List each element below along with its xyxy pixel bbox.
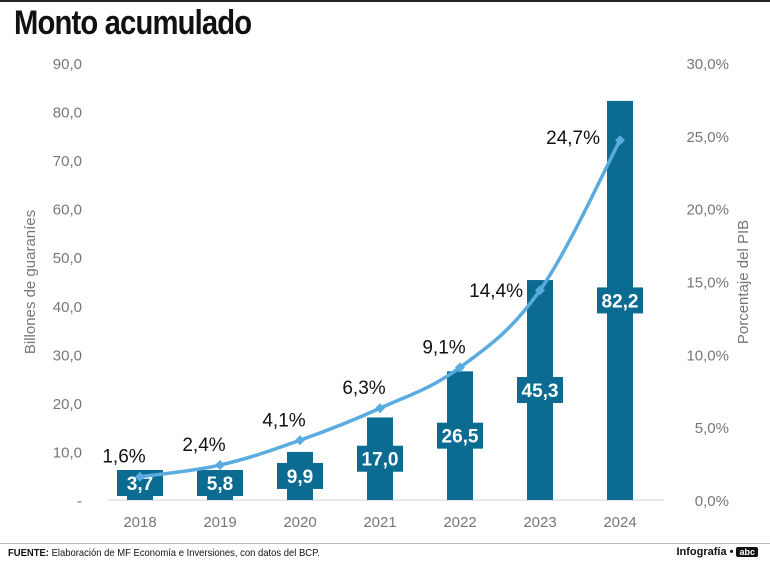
y-left-tick-label: 50,0 [53,250,82,267]
x-tick-label: 2022 [443,514,476,531]
y-left-tick-label: 10,0 [53,444,82,461]
line-point [215,460,225,471]
bar-value-label: 3,7 [127,474,153,495]
line-value-label: 1,6% [102,447,145,468]
y-left-axis-title: Billones de guaraníes [22,210,39,354]
chart-title: Monto acumulado [14,4,252,42]
x-tick-label: 2020 [283,514,316,531]
bar-value-box [437,422,483,449]
line-value-label: 9,1% [422,337,465,358]
line-point [455,362,465,373]
bar-value-box [277,462,323,489]
x-tick-label: 2024 [603,514,636,531]
source-label: FUENTE: [8,547,49,559]
bar-value-label: 26,5 [442,427,479,448]
y-right-tick-label: 5,0% [695,420,729,437]
line-point [295,435,305,446]
y-right-tick-label: 0,0% [695,493,729,510]
y-right-tick-label: 30,0% [686,56,729,73]
y-right-tick-label: 20,0% [686,202,729,219]
bar-value-box [597,287,643,314]
line-value-label: 24,7% [546,128,600,149]
bar-value-label: 9,9 [287,467,313,488]
y-left-tick-label: 20,0 [53,396,82,413]
x-tick-label: 2018 [123,514,156,531]
source-text: Elaboración de MF Economía e Inversiones… [51,547,320,559]
y-right-tick-label: 15,0% [686,275,729,292]
line-point [135,471,145,482]
y-left-tick-label: 80,0 [53,105,82,122]
bar-value-label: 82,2 [602,291,639,312]
line-value-label: 2,4% [182,435,225,456]
line-point [375,403,385,414]
y-right-tick-label: 10,0% [686,347,729,364]
bar-value-box [197,470,243,496]
y-left-tick-label: - [77,493,82,510]
line-value-label: 6,3% [342,378,385,399]
line-value-label: 14,4% [469,281,523,302]
y-left-tick-label: 70,0 [53,153,82,170]
credit: Infografía • abc [676,546,758,558]
bar-value-label: 17,0 [362,450,399,471]
line-point [615,135,625,146]
y-left-tick-label: 60,0 [53,202,82,219]
x-tick-label: 2019 [203,514,236,531]
bar-value-label: 45,3 [522,381,559,402]
bar-value-box [357,445,403,472]
line-point [535,285,545,296]
y-left-tick-label: 90,0 [53,56,82,73]
y-right-tick-label: 25,0% [686,129,729,146]
footer-divider [0,543,770,544]
top-rule [0,0,770,2]
bar-value-box [517,377,563,404]
x-tick-label: 2021 [363,514,396,531]
y-right-axis-title: Porcentaje del PIB [735,220,752,344]
abc-logo: abc [736,547,758,557]
credit-text: Infografía • [676,546,734,558]
y-left-tick-label: 40,0 [53,299,82,316]
bar-value-label: 5,8 [207,474,233,495]
y-left-tick-label: 30,0 [53,347,82,364]
x-tick-label: 2023 [523,514,556,531]
source-note: FUENTE: Elaboración de MF Economía e Inv… [8,547,320,559]
line-value-label: 4,1% [262,410,305,431]
